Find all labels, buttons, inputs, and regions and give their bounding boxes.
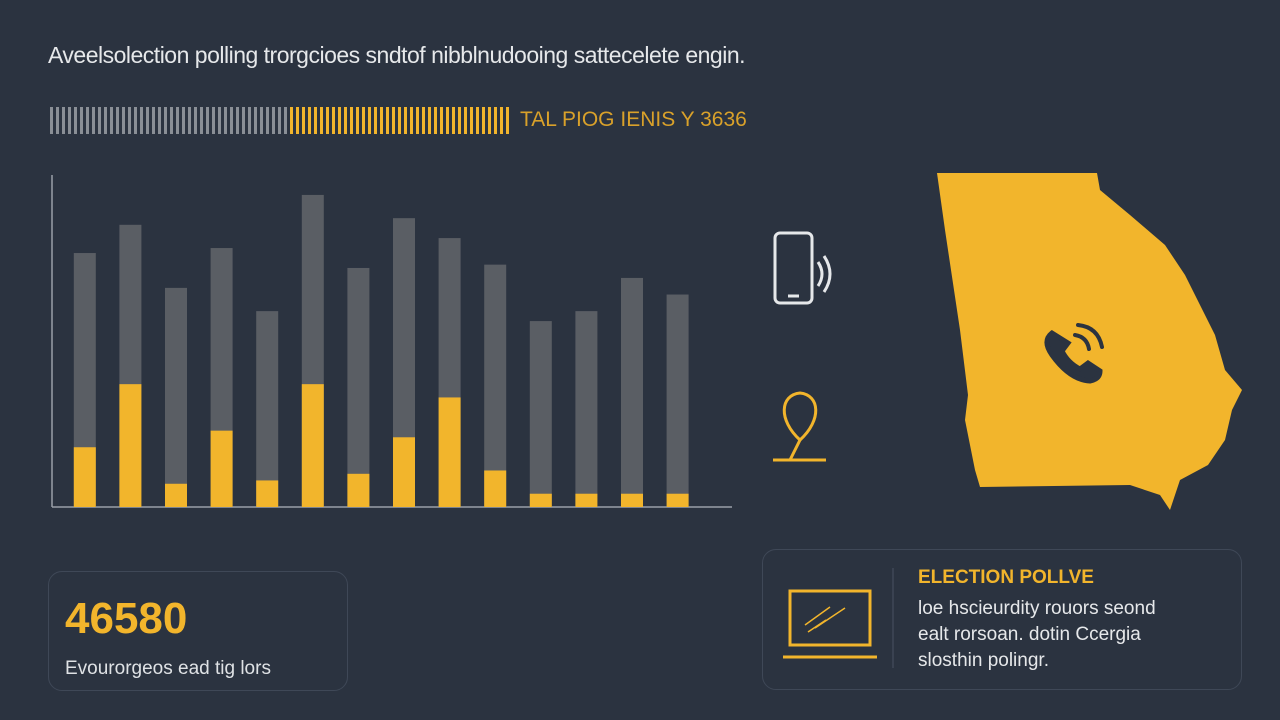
bar <box>484 470 507 507</box>
bar <box>621 277 643 507</box>
bar <box>73 447 96 507</box>
call-icon <box>1044 323 1104 384</box>
phone-icon <box>773 231 832 305</box>
subtitle: Aveelsolection polling trorgcioes sndtof… <box>48 42 746 68</box>
bar <box>73 253 96 507</box>
bar <box>666 294 689 507</box>
info-title: ELECTION POLLVE <box>918 567 1094 588</box>
stat-value: 46580 <box>65 594 188 643</box>
bar <box>119 384 142 507</box>
progress-label: TAL PIOG IENIS Y 3636 <box>520 108 747 131</box>
bar <box>438 397 461 507</box>
info-line: slosthin polingr. <box>918 650 1049 671</box>
bar <box>529 493 552 507</box>
bars <box>73 194 689 508</box>
georgia-map <box>937 173 1242 510</box>
bar <box>575 493 598 507</box>
bar <box>621 493 643 507</box>
pin-icon <box>773 391 826 462</box>
bar <box>256 311 279 507</box>
bar <box>347 267 370 507</box>
bar <box>575 311 598 507</box>
laptop-icon <box>783 589 877 659</box>
info-line: loe hscieurdity rouors seond <box>918 598 1156 619</box>
bar <box>347 473 370 507</box>
bar <box>393 218 415 507</box>
bar <box>165 287 187 507</box>
bar <box>484 264 507 507</box>
stat-caption: Evourorgeos ead tig lors <box>65 658 271 679</box>
bar <box>666 493 689 507</box>
progress-bar <box>50 107 510 134</box>
bar <box>165 483 187 507</box>
info-line: ealt rorsoan. dotin Ccergia <box>918 624 1141 645</box>
bar <box>210 430 233 507</box>
bar <box>393 437 415 507</box>
bar <box>529 321 552 507</box>
stat-card: 46580 Evourorgeos ead tig lors <box>48 571 348 691</box>
info-card: ELECTION POLLVE loe hscieurdity rouors s… <box>762 549 1242 690</box>
bar <box>256 480 279 507</box>
bar <box>301 384 324 507</box>
